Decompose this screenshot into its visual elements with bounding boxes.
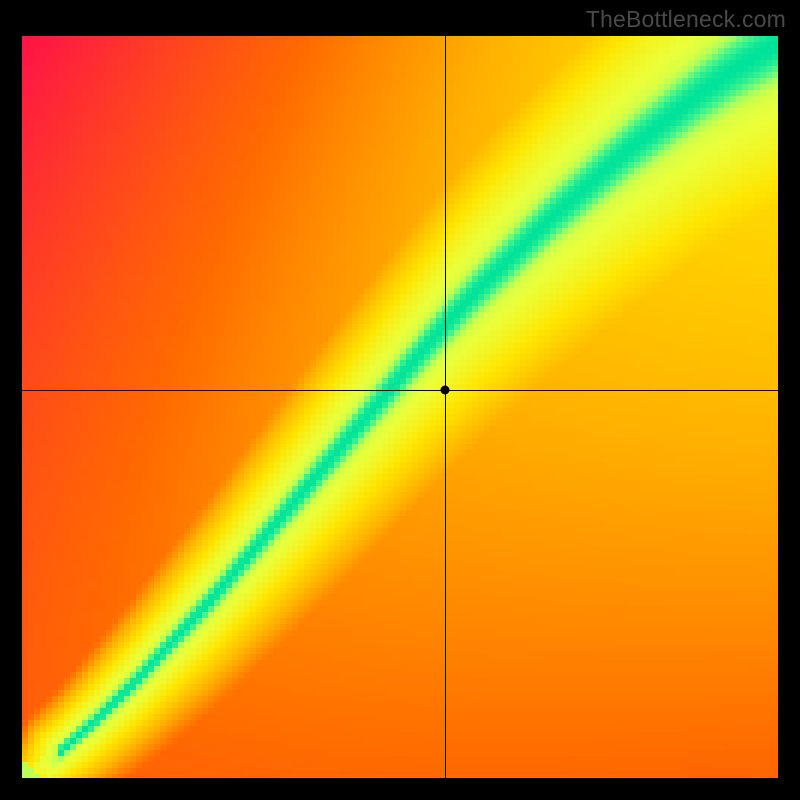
- watermark-text: TheBottleneck.com: [586, 6, 786, 33]
- plot-area: [22, 36, 778, 778]
- heatmap-canvas: [22, 36, 778, 778]
- crosshair-horizontal: [22, 390, 778, 391]
- marker-point: [441, 386, 450, 395]
- chart-container: TheBottleneck.com: [0, 0, 800, 800]
- crosshair-vertical: [445, 36, 446, 778]
